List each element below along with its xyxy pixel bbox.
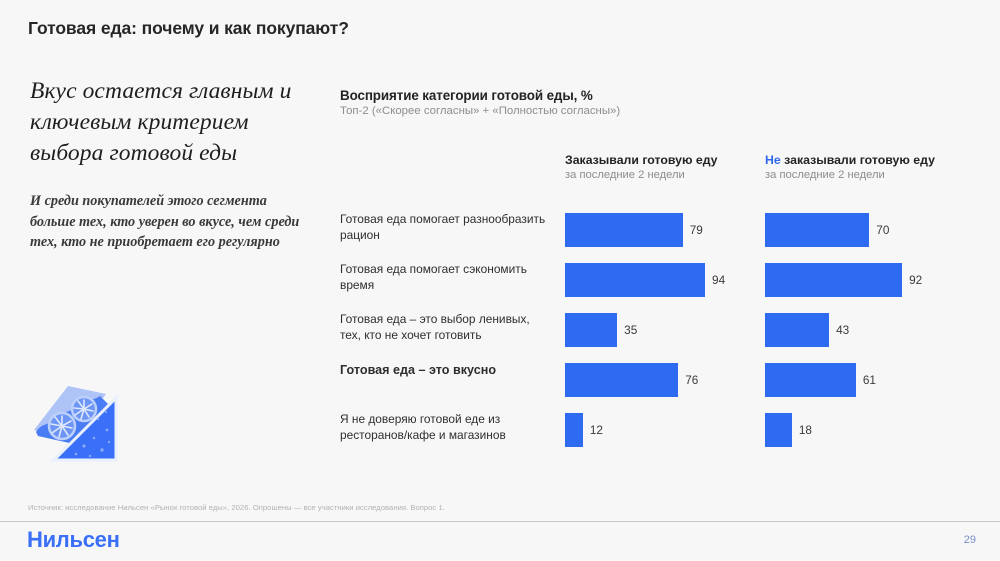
bar-value: 94 <box>712 273 726 287</box>
column-header-ordered: Заказывали готовую еду за последние 2 не… <box>565 153 785 181</box>
bar-group-1: 92 <box>765 263 922 297</box>
column-header-not-ordered-main: заказывали готовую еду <box>780 153 935 167</box>
bar-value: 12 <box>589 423 603 437</box>
sandwich-illustration <box>28 374 124 470</box>
bar-value: 76 <box>685 373 699 387</box>
bar-value: 18 <box>798 423 812 437</box>
page-title: Готовая еда: почему и как покупают? <box>28 18 349 38</box>
bar <box>765 413 792 447</box>
bar-group-0: 94 <box>565 263 725 297</box>
chart-header: Восприятие категории готовой еды, % Топ-… <box>340 88 980 117</box>
table-row: Готовая еда – это выбор ленивых, тех, кт… <box>340 312 980 362</box>
footer-divider <box>0 521 1000 522</box>
bar-value: 92 <box>909 273 923 287</box>
table-row: Готовая еда помогает разнообразить рацио… <box>340 212 980 262</box>
column-header-not-ordered-sub: за последние 2 недели <box>765 169 885 181</box>
bar-group-1: 18 <box>765 413 812 447</box>
narrative-column: Вкус остается главным и ключевым критери… <box>30 76 310 253</box>
bar <box>565 313 618 347</box>
column-header-not-ordered-prefix: Не <box>765 153 781 167</box>
bar-group-1: 43 <box>765 313 849 347</box>
bar-group-0: 12 <box>565 413 603 447</box>
row-label: Готовая еда помогает разнообразить рацио… <box>340 212 546 242</box>
source-note: Источник: исследование Нильсен «Рынок го… <box>28 503 445 512</box>
row-label: Готовая еда – это вкусно <box>340 363 497 377</box>
table-row: Готовая еда помогает сэкономить время 94 9… <box>340 262 980 312</box>
bar-group-1: 61 <box>765 363 876 397</box>
table-row: Я не доверяю готовой еде из ресторанов/к… <box>340 412 980 462</box>
row-label: Я не доверяю готовой еде из ресторанов/к… <box>340 412 506 442</box>
bar-chart-rows: Готовая еда помогает разнообразить рацио… <box>340 212 980 462</box>
chart-subtitle: Топ-2 («Скорее согласны» + «Полностью со… <box>340 105 621 117</box>
bar-value: 61 <box>862 373 876 387</box>
bar-value: 35 <box>624 323 638 337</box>
brand-logo: Нильсен <box>27 527 120 552</box>
bar-value: 43 <box>836 323 850 337</box>
bar-group-0: 79 <box>565 213 703 247</box>
bar-value: 70 <box>876 223 890 237</box>
column-header-not-ordered: Не заказывали готовую еду за последние 2… <box>765 153 985 181</box>
bar <box>565 263 706 297</box>
bar-group-0: 35 <box>565 313 637 347</box>
row-label: Готовая еда помогает сэкономить время <box>340 262 527 292</box>
bar-value: 79 <box>689 223 703 237</box>
bar <box>765 263 903 297</box>
bar-group-0: 76 <box>565 363 698 397</box>
table-row: Готовая еда – это вкусно 76 61 <box>340 362 980 412</box>
row-label: Готовая еда – это выбор ленивых, тех, кт… <box>340 312 530 342</box>
bar-group-1: 70 <box>765 213 889 247</box>
bar <box>565 413 583 447</box>
subheadline-text: И среди покупателей этого сегмента больш… <box>30 193 300 251</box>
bar <box>565 363 679 397</box>
page-number: 29 <box>963 534 976 546</box>
column-header-not-ordered-title: Не заказывали готовую еду <box>765 153 985 167</box>
column-header-ordered-title: Заказывали готовую еду <box>565 153 785 167</box>
bar <box>765 313 830 347</box>
bar <box>565 213 683 247</box>
bar <box>765 213 870 247</box>
chart-title: Восприятие категории готовой еды, % <box>340 88 593 103</box>
column-header-ordered-sub: за последние 2 недели <box>565 169 685 181</box>
column-header-ordered-main: Заказывали готовую еду <box>565 153 718 167</box>
headline-text: Вкус остается главным и ключевым критери… <box>30 78 292 167</box>
bar <box>765 363 856 397</box>
